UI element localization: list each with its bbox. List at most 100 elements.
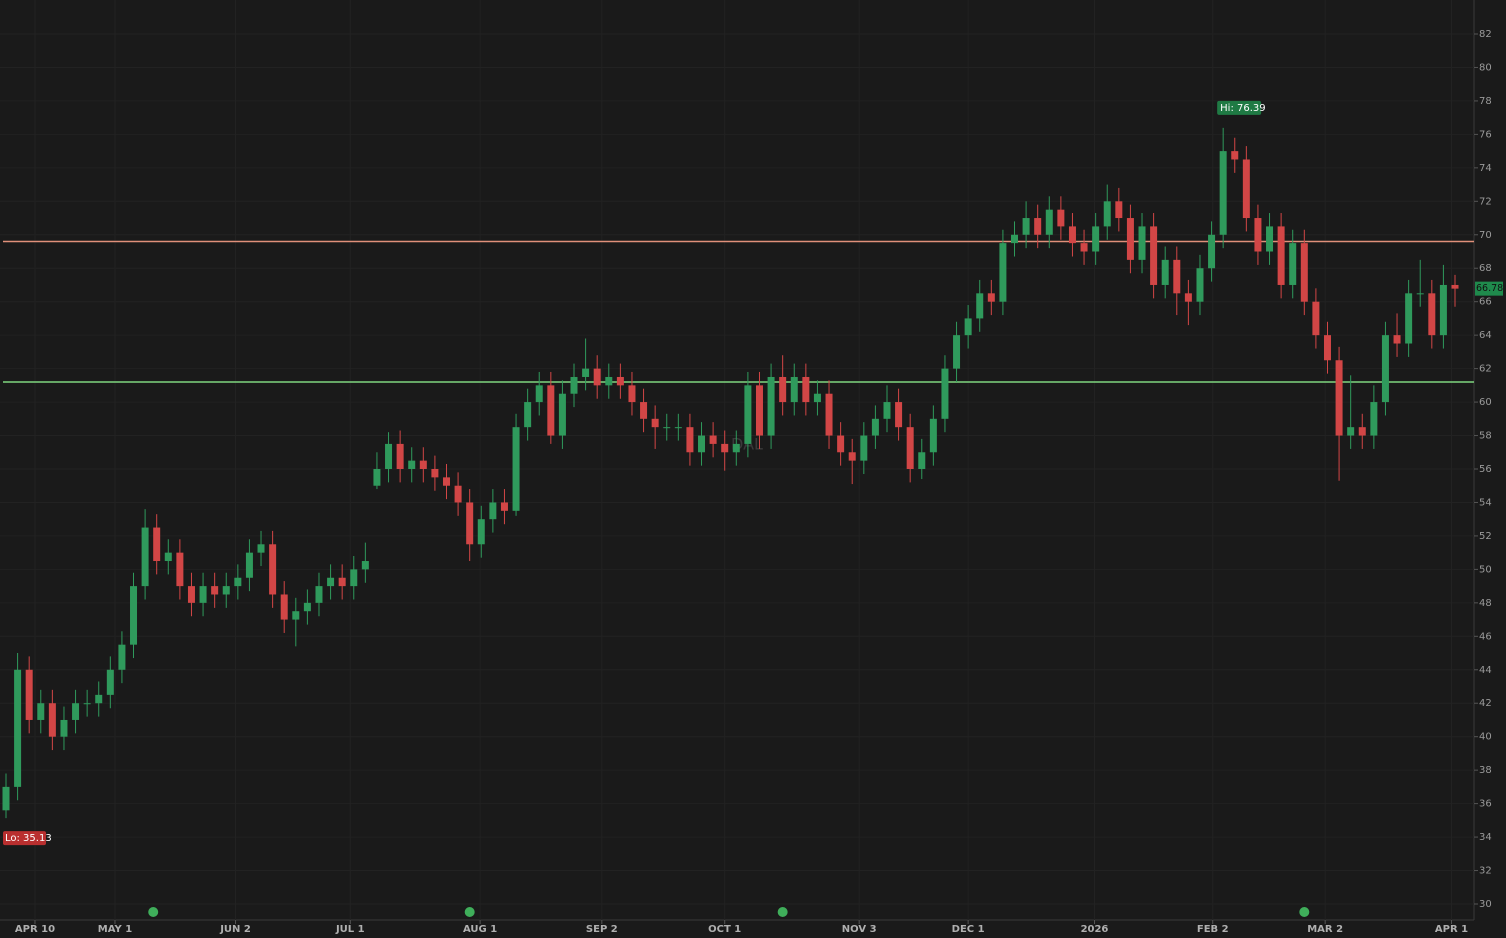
candle-body bbox=[674, 427, 682, 429]
candle-body bbox=[1150, 226, 1158, 285]
candle-body bbox=[605, 376, 613, 386]
candle-body bbox=[1080, 243, 1088, 252]
candle-body bbox=[1393, 335, 1401, 344]
lo-label-bg bbox=[3, 831, 46, 846]
candle-body bbox=[25, 669, 33, 720]
candle-body bbox=[1254, 218, 1262, 252]
candle-body bbox=[303, 602, 311, 612]
candle-body bbox=[570, 376, 578, 394]
candle-body bbox=[848, 452, 856, 461]
candle-body bbox=[153, 527, 161, 562]
candle-body bbox=[616, 376, 624, 386]
candle-body bbox=[640, 402, 648, 419]
candle-body bbox=[1242, 159, 1250, 219]
candle-body bbox=[813, 393, 821, 403]
candle-body bbox=[234, 577, 242, 587]
hi-label-bg bbox=[1217, 100, 1262, 115]
candle-body bbox=[558, 393, 566, 436]
candle-body bbox=[141, 527, 149, 587]
x-tick-label: MAY 1 bbox=[98, 924, 132, 935]
y-tick-label: 64 bbox=[1479, 330, 1492, 341]
earnings-marker bbox=[148, 907, 159, 917]
candle-body bbox=[1208, 234, 1216, 269]
x-tick-label: FEB 2 bbox=[1197, 924, 1229, 935]
candle-body bbox=[663, 427, 671, 429]
y-tick-label: 52 bbox=[1479, 531, 1492, 542]
candle-body bbox=[941, 368, 949, 419]
candle-body bbox=[1347, 427, 1355, 436]
candle-body bbox=[1161, 259, 1169, 285]
y-tick-label: 42 bbox=[1479, 698, 1492, 709]
x-tick-label: MAR 2 bbox=[1307, 924, 1343, 935]
candle-body bbox=[999, 243, 1007, 302]
candle-body bbox=[686, 427, 694, 453]
candle-body bbox=[1184, 293, 1192, 302]
candle-body bbox=[628, 385, 636, 403]
candle-body bbox=[895, 402, 903, 428]
candle-body bbox=[547, 385, 555, 436]
candle-body bbox=[1312, 301, 1320, 336]
candle-body bbox=[767, 376, 775, 436]
candle-body bbox=[1381, 335, 1389, 403]
y-tick-label: 82 bbox=[1479, 29, 1492, 40]
x-tick-label: JUN 2 bbox=[219, 924, 251, 935]
candle-body bbox=[454, 485, 462, 503]
candle-body bbox=[1231, 151, 1239, 160]
y-tick-label: 36 bbox=[1479, 799, 1492, 810]
candle-body bbox=[1405, 293, 1413, 344]
x-tick-label: JUL 1 bbox=[335, 924, 365, 935]
candle-body bbox=[976, 293, 984, 319]
y-tick-label: 30 bbox=[1479, 899, 1492, 910]
candle-body bbox=[373, 469, 381, 486]
last-price-bg bbox=[1475, 281, 1503, 296]
candle-body bbox=[1266, 226, 1274, 252]
candle-body bbox=[187, 586, 195, 603]
y-tick-label: 72 bbox=[1479, 196, 1492, 207]
candle-body bbox=[245, 552, 253, 578]
candle-body bbox=[466, 502, 474, 545]
candle-body bbox=[802, 376, 810, 403]
hi-label: Hi: 76.39 bbox=[1220, 103, 1265, 114]
y-tick-label: 78 bbox=[1479, 96, 1492, 107]
candle-body bbox=[222, 586, 230, 595]
candle-body bbox=[118, 644, 126, 670]
y-tick-label: 60 bbox=[1479, 397, 1492, 408]
candle-body bbox=[1439, 284, 1447, 336]
candle-body bbox=[651, 418, 659, 428]
x-tick-label: OCT 1 bbox=[708, 924, 741, 935]
candle-body bbox=[582, 368, 590, 377]
candle-body bbox=[211, 586, 219, 595]
last-price: 66.78 bbox=[1476, 283, 1503, 294]
candle-body bbox=[1323, 335, 1331, 361]
x-tick-label: SEP 2 bbox=[586, 924, 618, 935]
candle-body bbox=[987, 293, 995, 302]
x-tick-label: NOV 3 bbox=[842, 924, 877, 935]
candle-body bbox=[72, 703, 80, 720]
candle-body bbox=[477, 519, 485, 545]
candle-body bbox=[1126, 218, 1134, 260]
candle-body bbox=[442, 477, 450, 486]
candle-body bbox=[825, 393, 833, 436]
x-tick-label: APR 10 bbox=[15, 924, 55, 935]
candle-body bbox=[1138, 226, 1146, 260]
candle-body bbox=[906, 427, 914, 469]
y-tick-label: 46 bbox=[1479, 631, 1492, 642]
candle-body bbox=[500, 502, 508, 511]
x-tick-label: APR 1 bbox=[1435, 924, 1468, 935]
candle-body bbox=[431, 469, 439, 478]
candle-body bbox=[1173, 259, 1181, 294]
candle-body bbox=[408, 460, 416, 469]
y-tick-label: 58 bbox=[1479, 431, 1492, 442]
candle-body bbox=[860, 435, 868, 461]
candle-body bbox=[1011, 234, 1019, 244]
candle-body bbox=[698, 435, 706, 453]
candle-body bbox=[1370, 402, 1378, 436]
candle-body bbox=[37, 703, 45, 720]
earnings-marker bbox=[777, 907, 788, 917]
candle-body bbox=[1196, 268, 1204, 302]
candle-body bbox=[1300, 243, 1308, 302]
candle-body bbox=[1358, 427, 1366, 436]
candle-body bbox=[871, 418, 879, 436]
x-tick-label: 2026 bbox=[1081, 924, 1109, 935]
candle-body bbox=[419, 460, 427, 469]
